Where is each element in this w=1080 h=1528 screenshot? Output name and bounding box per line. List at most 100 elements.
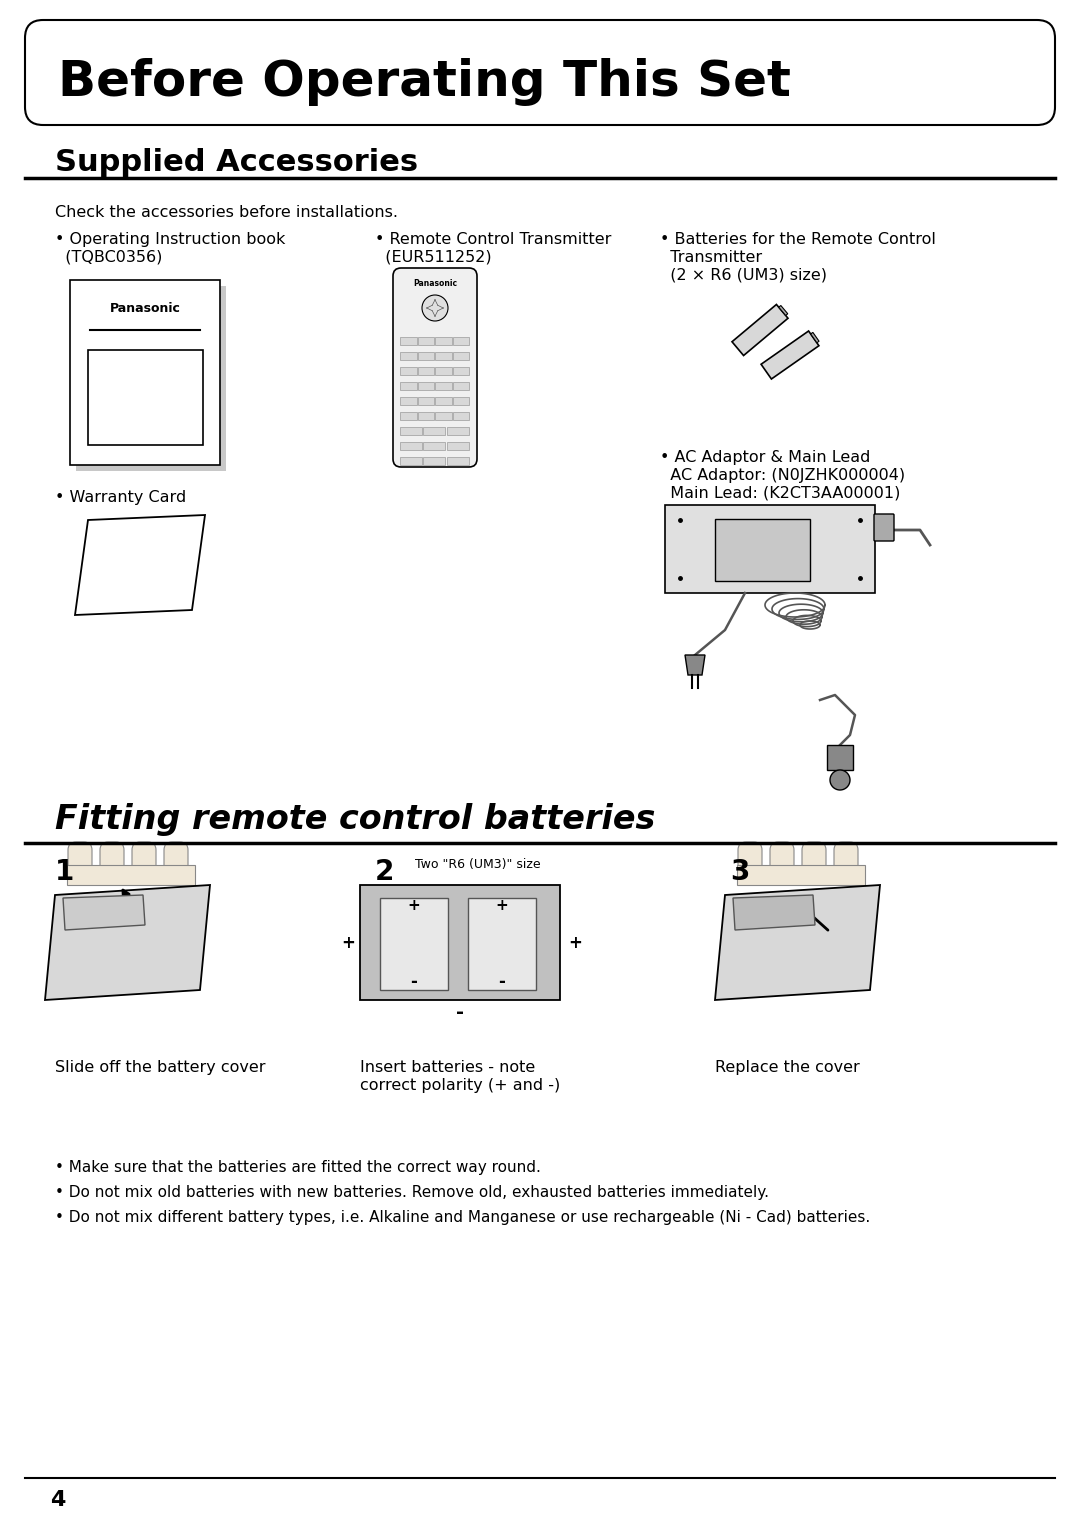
Text: 1: 1 [55, 859, 75, 886]
Polygon shape [761, 332, 819, 379]
Text: • Remote Control Transmitter: • Remote Control Transmitter [375, 232, 611, 248]
Bar [400, 397, 417, 405]
Text: +: + [568, 934, 582, 952]
Bar [665, 504, 875, 593]
Bar [400, 413, 417, 420]
Bar [400, 426, 422, 435]
Polygon shape [779, 306, 787, 315]
Bar [453, 338, 469, 345]
Circle shape [831, 770, 850, 790]
Bar [70, 280, 220, 465]
Bar [737, 865, 865, 885]
Text: Slide off the battery cover: Slide off the battery cover [55, 1060, 266, 1076]
Circle shape [422, 295, 448, 321]
Text: Supplied Accessories: Supplied Accessories [55, 148, 418, 177]
Bar [418, 397, 434, 405]
Text: correct polarity (+ and -): correct polarity (+ and -) [360, 1077, 561, 1093]
Bar [435, 397, 451, 405]
Bar [400, 382, 417, 390]
Text: +: + [496, 897, 509, 912]
Bar [453, 413, 469, 420]
Bar [453, 382, 469, 390]
Text: +: + [341, 934, 355, 952]
Bar [87, 350, 203, 445]
Text: -: - [456, 1002, 464, 1022]
Bar [453, 351, 469, 361]
Bar [418, 413, 434, 420]
Polygon shape [685, 656, 705, 675]
Bar [380, 898, 448, 990]
FancyBboxPatch shape [68, 842, 92, 885]
Text: +: + [407, 897, 420, 912]
Text: -: - [410, 973, 418, 992]
Text: Before Operating This Set: Before Operating This Set [58, 58, 791, 105]
Bar [715, 520, 810, 581]
Bar [435, 382, 451, 390]
Text: • Do not mix different battery types, i.e. Alkaline and Manganese or use recharg: • Do not mix different battery types, i.… [55, 1210, 870, 1225]
Bar [76, 286, 226, 471]
Bar [435, 351, 451, 361]
Text: • Batteries for the Remote Control: • Batteries for the Remote Control [660, 232, 936, 248]
Bar [423, 442, 445, 451]
Bar [423, 426, 445, 435]
Polygon shape [715, 885, 880, 999]
FancyBboxPatch shape [164, 842, 188, 885]
Text: Two "R6 (UM3)" size: Two "R6 (UM3)" size [415, 859, 541, 871]
Polygon shape [732, 304, 788, 356]
Bar [447, 426, 469, 435]
FancyBboxPatch shape [100, 842, 124, 885]
Bar [400, 338, 417, 345]
Text: • Operating Instruction book: • Operating Instruction book [55, 232, 285, 248]
Bar [453, 367, 469, 374]
FancyBboxPatch shape [738, 842, 762, 885]
Polygon shape [63, 895, 145, 931]
Text: Fitting remote control batteries: Fitting remote control batteries [55, 804, 656, 836]
Text: • Warranty Card: • Warranty Card [55, 490, 186, 504]
Bar [360, 885, 561, 999]
Text: Replace the cover: Replace the cover [715, 1060, 860, 1076]
Bar [453, 397, 469, 405]
Bar [400, 351, 417, 361]
Bar [435, 338, 451, 345]
FancyBboxPatch shape [874, 513, 894, 541]
Polygon shape [45, 885, 210, 999]
Text: Panasonic: Panasonic [413, 280, 457, 289]
Bar [423, 457, 445, 465]
Polygon shape [733, 895, 815, 931]
Bar [418, 351, 434, 361]
Bar [418, 382, 434, 390]
Polygon shape [811, 333, 819, 342]
Text: 2: 2 [375, 859, 394, 886]
Bar [67, 865, 195, 885]
Polygon shape [827, 746, 853, 770]
Text: AC Adaptor: (N0JZHK000004): AC Adaptor: (N0JZHK000004) [660, 468, 905, 483]
Polygon shape [75, 515, 205, 614]
Text: 4: 4 [50, 1490, 66, 1510]
Bar [418, 338, 434, 345]
Bar [447, 457, 469, 465]
Bar [418, 367, 434, 374]
Bar [468, 898, 536, 990]
FancyBboxPatch shape [770, 842, 794, 885]
Text: Check the accessories before installations.: Check the accessories before installatio… [55, 205, 399, 220]
Text: • AC Adaptor & Main Lead: • AC Adaptor & Main Lead [660, 451, 870, 465]
Bar [435, 367, 451, 374]
Bar [400, 367, 417, 374]
Text: Transmitter: Transmitter [660, 251, 762, 264]
Bar [400, 442, 422, 451]
Text: (TQBC0356): (TQBC0356) [55, 251, 162, 264]
Text: Insert batteries - note: Insert batteries - note [360, 1060, 536, 1076]
Bar [400, 457, 422, 465]
FancyBboxPatch shape [393, 267, 477, 468]
Bar [447, 442, 469, 451]
FancyBboxPatch shape [834, 842, 858, 885]
Text: -: - [499, 973, 505, 992]
Bar [435, 413, 451, 420]
FancyBboxPatch shape [132, 842, 156, 885]
Text: • Make sure that the batteries are fitted the correct way round.: • Make sure that the batteries are fitte… [55, 1160, 541, 1175]
Text: Panasonic: Panasonic [109, 301, 180, 315]
Text: 3: 3 [730, 859, 750, 886]
Text: Main Lead: (K2CT3AA00001): Main Lead: (K2CT3AA00001) [660, 486, 901, 501]
Text: (EUR511252): (EUR511252) [375, 251, 491, 264]
FancyBboxPatch shape [25, 20, 1055, 125]
